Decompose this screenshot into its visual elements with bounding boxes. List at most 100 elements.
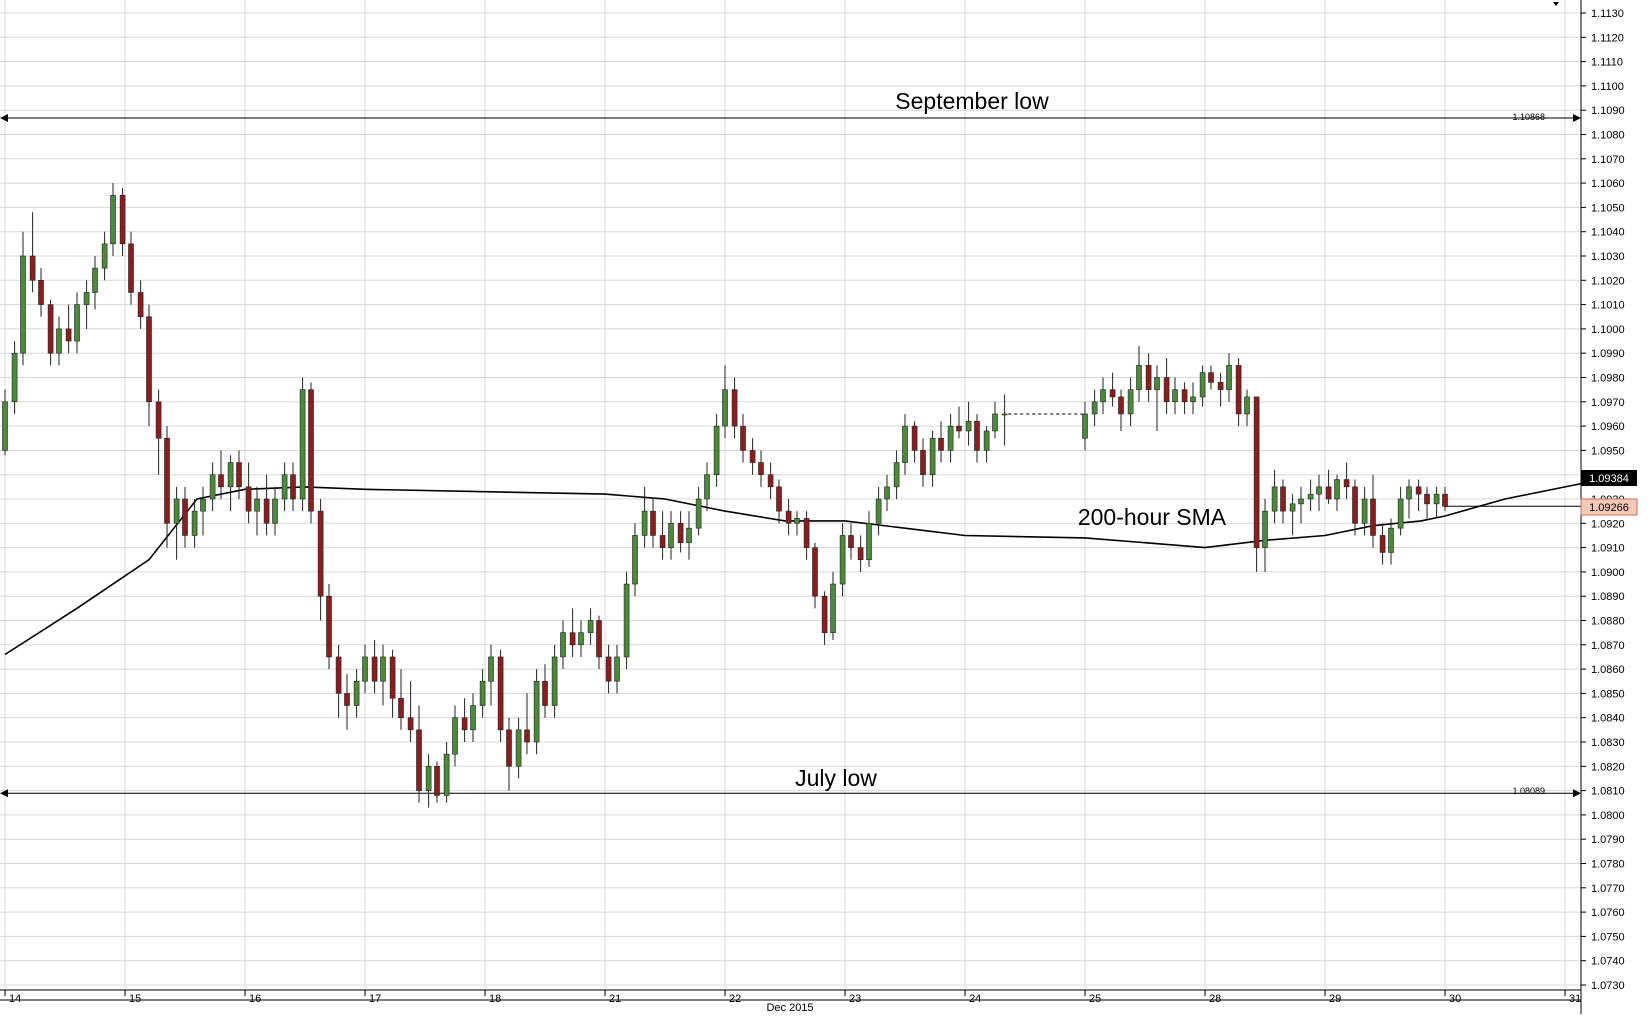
y-tick-label: 1.1080 [1591,130,1625,142]
candle [479,669,486,718]
candle [578,620,584,657]
candle-body [398,697,404,719]
candle [938,421,944,463]
candle [371,639,378,694]
sma-line [4,478,1602,656]
candle [1235,358,1242,427]
candle-body [119,194,126,245]
x-tick-label: 17 [369,993,381,1005]
candle [731,377,738,439]
candle [758,450,764,487]
candle [1109,372,1116,407]
candle-body [839,535,846,585]
candle-body [1334,479,1340,500]
candle [1361,486,1368,536]
candle [1352,479,1358,536]
candle-body [173,498,180,524]
candle-body [200,498,206,512]
y-tick-label: 1.0910 [1591,543,1625,555]
candle-body [407,717,414,731]
september-price-text: 1.10868 [1512,112,1545,122]
y-tick-label: 1.0950 [1591,445,1625,457]
corner-marker [1553,2,1559,6]
candle-body [1208,372,1214,383]
candle-body [29,255,36,281]
candle [1001,394,1008,446]
candle-body [1280,486,1286,512]
candle [794,511,800,536]
candle-body [623,583,630,658]
candle-body [488,656,494,682]
candle-body [1271,486,1278,512]
candle [884,474,890,512]
candle [956,406,962,439]
candle-body [1154,377,1160,390]
candle [254,486,260,536]
candle [632,523,638,597]
candle-body [65,328,72,342]
current-price-tag: 1.09266 [1580,498,1638,516]
candle [317,499,324,621]
candle-body [1181,389,1188,403]
july-price-text: 1.08089 [1512,786,1545,796]
y-tick-label: 1.1130 [1591,8,1624,20]
candle [506,717,512,791]
candle [875,486,882,536]
candle [1424,486,1430,519]
candle [290,462,296,512]
x-tick-label: 18 [489,993,501,1005]
candle-body [731,389,738,427]
candle-body [1145,365,1152,390]
july-price-tag: 1.08089 [1512,786,1545,796]
candle [1379,523,1386,565]
candle-body [1442,493,1448,507]
candle-body [1316,486,1322,495]
x-tick-label: 31 [1569,993,1581,1005]
candle-body [1433,493,1440,505]
candle [1163,358,1170,414]
candle-body [515,729,522,767]
candle-body [893,462,900,488]
candle-body [1298,498,1304,505]
candle-body [1172,389,1178,403]
candle-body [128,243,134,293]
candle-body [902,425,908,463]
candle-body [587,620,594,633]
candle [11,341,18,414]
candle [1181,382,1188,414]
candle-body [803,518,810,548]
candle-body [92,267,98,293]
candle [128,231,134,305]
candle [263,474,270,536]
y-tick-label: 1.0860 [1591,664,1625,676]
candle-body [380,656,386,682]
x-tick-label: 15 [129,993,141,1005]
candle [1127,377,1134,427]
candle-body [920,450,926,475]
candle [488,644,494,706]
candle-body [1235,365,1242,415]
candle-body [677,522,684,544]
y-tick-label: 1.1050 [1591,202,1625,214]
candle-body [758,462,764,475]
y-tick-label: 1.0960 [1591,421,1625,433]
candle [461,698,468,742]
current-price-text: 1.09266 [1589,502,1629,514]
candle-body [812,547,818,597]
candle-body [1325,486,1332,500]
candle [344,673,350,730]
candle-body [641,510,648,536]
candle [173,486,180,560]
candle [1370,474,1376,548]
candle [551,644,558,718]
candle-body [794,518,800,524]
candle [1388,518,1394,565]
candle [227,455,234,512]
candle [218,450,224,499]
candle-body [1244,396,1250,415]
candle-body [1100,389,1106,403]
candle-body [992,413,998,432]
candle-body [2,401,8,451]
candle [560,620,566,670]
level-arrow-right [1573,789,1581,798]
